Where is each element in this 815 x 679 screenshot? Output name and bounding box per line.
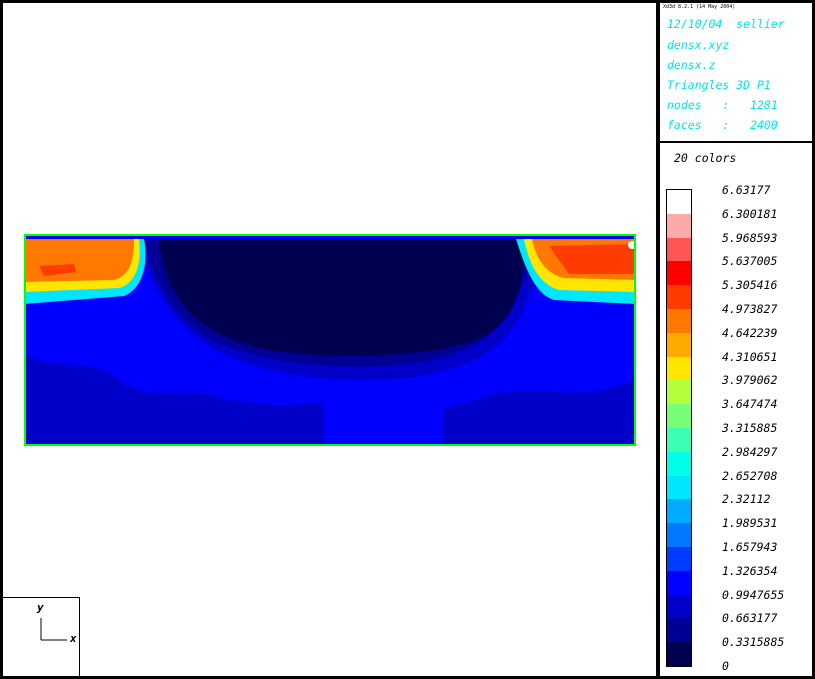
legend-tick-label: 0.9947655 — [722, 587, 785, 602]
legend-tick-label: 2.984297 — [722, 444, 778, 459]
legend-tick-label: 1.989531 — [722, 516, 778, 531]
legend-tick-label: 0 — [722, 659, 729, 673]
info-line-mesh-type: Triangles 3D P1 — [667, 78, 771, 92]
legend-tick-label: 1.657943 — [722, 540, 778, 554]
legend-tick-label: 2.652708 — [722, 468, 778, 483]
legend-tick-label: 6.63177 — [722, 183, 771, 197]
legend-tick-label: 3.647474 — [722, 397, 778, 412]
y-axis-label: y — [37, 601, 44, 614]
mesh-top-edge — [24, 234, 636, 239]
legend-swatch — [667, 237, 691, 262]
legend-tick-label: 6.300181 — [722, 206, 778, 221]
legend-swatch — [667, 332, 691, 357]
color-legend-bar — [666, 189, 692, 667]
band-right-red — [549, 244, 636, 274]
legend-swatch — [667, 190, 691, 214]
legend-swatch — [667, 618, 691, 643]
band-darkest-bulb — [159, 239, 524, 356]
legend-swatch — [667, 570, 691, 595]
mesh-border — [24, 234, 636, 446]
info-line-faces: faces : 2400 — [667, 118, 778, 132]
colors-count-label: 20 colors — [674, 151, 737, 165]
legend-swatch — [667, 427, 691, 452]
legend-swatch — [667, 308, 691, 333]
legend-swatch — [667, 642, 691, 666]
axis-indicator: y x — [3, 597, 80, 677]
legend-tick-label: 4.642239 — [722, 325, 778, 340]
legend-tick-label: 1.326354 — [722, 563, 778, 578]
info-line-z-file: densx.z — [667, 58, 716, 72]
legend-swatch — [667, 475, 691, 500]
info-line-date-user: 12/10/04 sellier — [667, 17, 785, 31]
legend-tick-label: 2.32112 — [722, 492, 771, 507]
legend-swatch — [667, 261, 691, 286]
legend-swatch — [667, 213, 691, 238]
legend-swatch — [667, 451, 691, 476]
x-axis-label: x — [70, 632, 77, 645]
legend-swatch — [667, 380, 691, 405]
legend-swatch — [667, 523, 691, 547]
legend-tick-label: 5.305416 — [722, 278, 778, 293]
legend-tick-label: 0.663177 — [722, 611, 778, 626]
axis-arrows — [40, 618, 67, 641]
legend-swatch — [667, 356, 691, 381]
info-line-nodes: nodes : 1281 — [667, 98, 778, 112]
legend-tick-label: 5.968593 — [722, 230, 778, 245]
legend-swatch — [667, 285, 691, 309]
version-label: Xd3d 8.2.1 (14 May 2004) — [663, 4, 736, 10]
info-line-xyz-file: densx.xyz — [667, 38, 730, 52]
legend-swatch — [667, 499, 691, 524]
3d-viewport[interactable]: y x — [3, 3, 656, 677]
legend-swatch — [667, 404, 691, 428]
legend-tick-label: 5.637005 — [722, 254, 778, 269]
info-sidebar: Xd3d 8.2.1 (14 May 2004) 12/10/04 sellie… — [660, 3, 812, 676]
legend-swatch — [667, 594, 691, 619]
file-info-panel: Xd3d 8.2.1 (14 May 2004) 12/10/04 sellie… — [660, 3, 812, 143]
legend-tick-label: 3.315885 — [722, 421, 778, 435]
band-low-left — [24, 354, 324, 446]
band-left-red-spot — [39, 264, 76, 276]
legend-swatch — [667, 546, 691, 571]
legend-tick-label: 4.310651 — [722, 349, 778, 364]
legend-tick-label: 3.979062 — [722, 373, 778, 388]
legend-tick-label: 4.973827 — [722, 302, 778, 316]
band-left-orange — [24, 239, 134, 282]
band-low-right — [444, 379, 636, 446]
legend-tick-label: 0.3315885 — [722, 635, 785, 650]
density-contour-plot — [24, 234, 636, 446]
